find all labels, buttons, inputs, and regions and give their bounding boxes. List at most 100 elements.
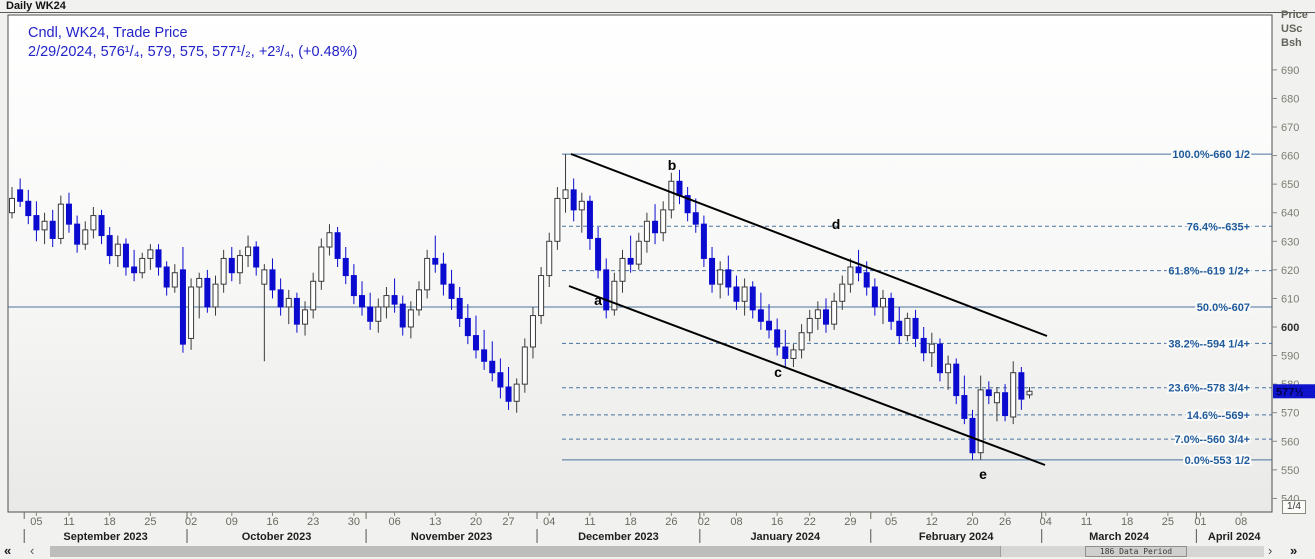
scrollbar-track[interactable]: 186 Data Period [50,546,1264,557]
candle [277,278,284,316]
candle [82,221,89,250]
candle [106,227,113,265]
candle-body-down [936,343,943,374]
candle [196,272,203,319]
candle-body-down [497,372,504,388]
candle [228,247,235,282]
scroll-left-button[interactable]: ‹ [30,543,35,558]
candle-body-up [147,249,154,259]
candle [798,324,805,359]
candle [391,278,398,313]
candle [359,281,366,316]
candle [611,272,618,316]
scroll-far-left-button[interactable]: « [4,543,12,558]
candle [253,241,260,276]
candle [1018,366,1025,410]
candle [782,329,789,367]
candle-body-up [660,209,667,234]
candle [643,212,650,253]
candle-body-down [106,235,113,257]
candle [220,249,227,293]
candle-body-down [1018,372,1025,400]
candle-body-down [228,257,235,274]
candle-body-down [766,320,773,331]
plot-border [7,14,1273,513]
candle [472,315,479,359]
candle-body-up [90,215,97,231]
price-tick-label: 570 [1281,408,1299,420]
fibonacci-retracement-lines: 100.0%-660 1/2 76.4%--635+ 61.8%--619 1/2+… [8,147,1272,469]
candle-body-down [969,417,976,454]
candle [269,258,276,299]
candle [188,278,195,350]
candle-body-down [448,283,455,299]
candle-body-down [98,215,105,237]
scroll-far-right-button[interactable]: » [1290,543,1298,558]
day-tick-label: 05 [885,516,897,528]
candle [33,201,40,242]
price-tick-label: 590 [1281,351,1299,363]
candle [65,192,72,233]
candle [871,278,878,316]
candle [839,275,846,310]
day-tick-label: 29 [844,516,856,528]
price-tick-label: 630 [1281,236,1299,248]
price-tick-label: 620 [1281,265,1299,277]
wave-label-b: b [668,157,677,173]
candle [896,307,903,345]
month-label: December 2023 [578,531,659,543]
candle-body-down [782,346,789,359]
candle-body-up [798,332,805,351]
candle [733,275,740,310]
candle [375,298,382,333]
candle-body-down [684,195,691,214]
candle [806,309,813,342]
candle-body-down [269,269,276,291]
candle [456,287,463,327]
scroll-right-button[interactable]: › [1268,543,1273,558]
candle-body-up [993,392,1000,404]
candle [652,204,659,245]
plot-area[interactable] [0,12,1315,513]
candle [74,215,81,253]
candle [440,252,447,296]
scrollbar-thumb[interactable] [50,546,1001,557]
candle-body-up [261,269,268,285]
legend-instrument-line: Cndl, WK24, Trade Price [28,25,188,41]
candle-body-up [424,257,431,291]
candle [660,201,667,242]
candle [41,212,48,245]
candle-body-up [9,197,15,214]
candle [961,375,968,425]
candle [350,264,357,305]
candle-body-down [863,272,870,288]
candle [326,224,333,256]
candle [635,232,642,270]
candle-body-up [546,240,553,277]
candle [407,301,414,339]
candle-body-up [831,300,838,325]
candle [554,187,561,250]
candle [725,255,732,296]
candle [586,195,593,250]
candle [603,258,610,319]
candle-body-up [879,297,886,308]
candle [17,178,24,208]
candle-body-down [432,257,439,265]
candle [383,287,390,319]
candle-body-down [489,360,496,374]
candle-body-up [945,363,952,374]
window-title: Daily WK24 [6,0,66,12]
candle [90,207,97,239]
candle-body-up [139,257,146,274]
trendline [568,285,1046,466]
price-tick-label: 680 [1281,93,1299,105]
candle-body-up [285,297,292,308]
candle-body-down [17,189,24,202]
day-tick-label: 16 [266,516,278,528]
day-tick-label: 20 [470,516,482,528]
candle [945,355,952,390]
price-tick-label: 610 [1281,293,1299,305]
